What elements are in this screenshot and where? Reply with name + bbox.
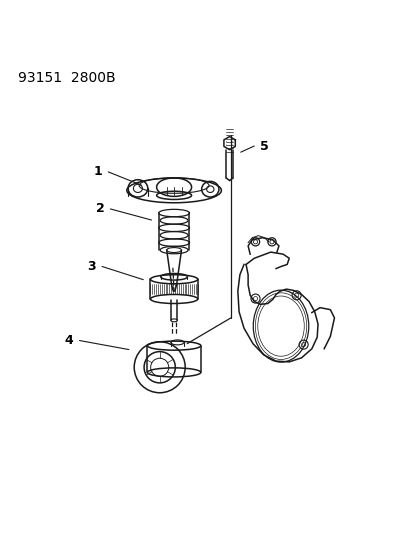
Text: 2: 2: [95, 203, 104, 215]
Text: 93151  2800B: 93151 2800B: [18, 71, 115, 85]
Text: 3: 3: [87, 260, 96, 273]
Text: 5: 5: [259, 140, 268, 152]
Text: 4: 4: [65, 334, 74, 347]
Text: 1: 1: [93, 165, 102, 179]
